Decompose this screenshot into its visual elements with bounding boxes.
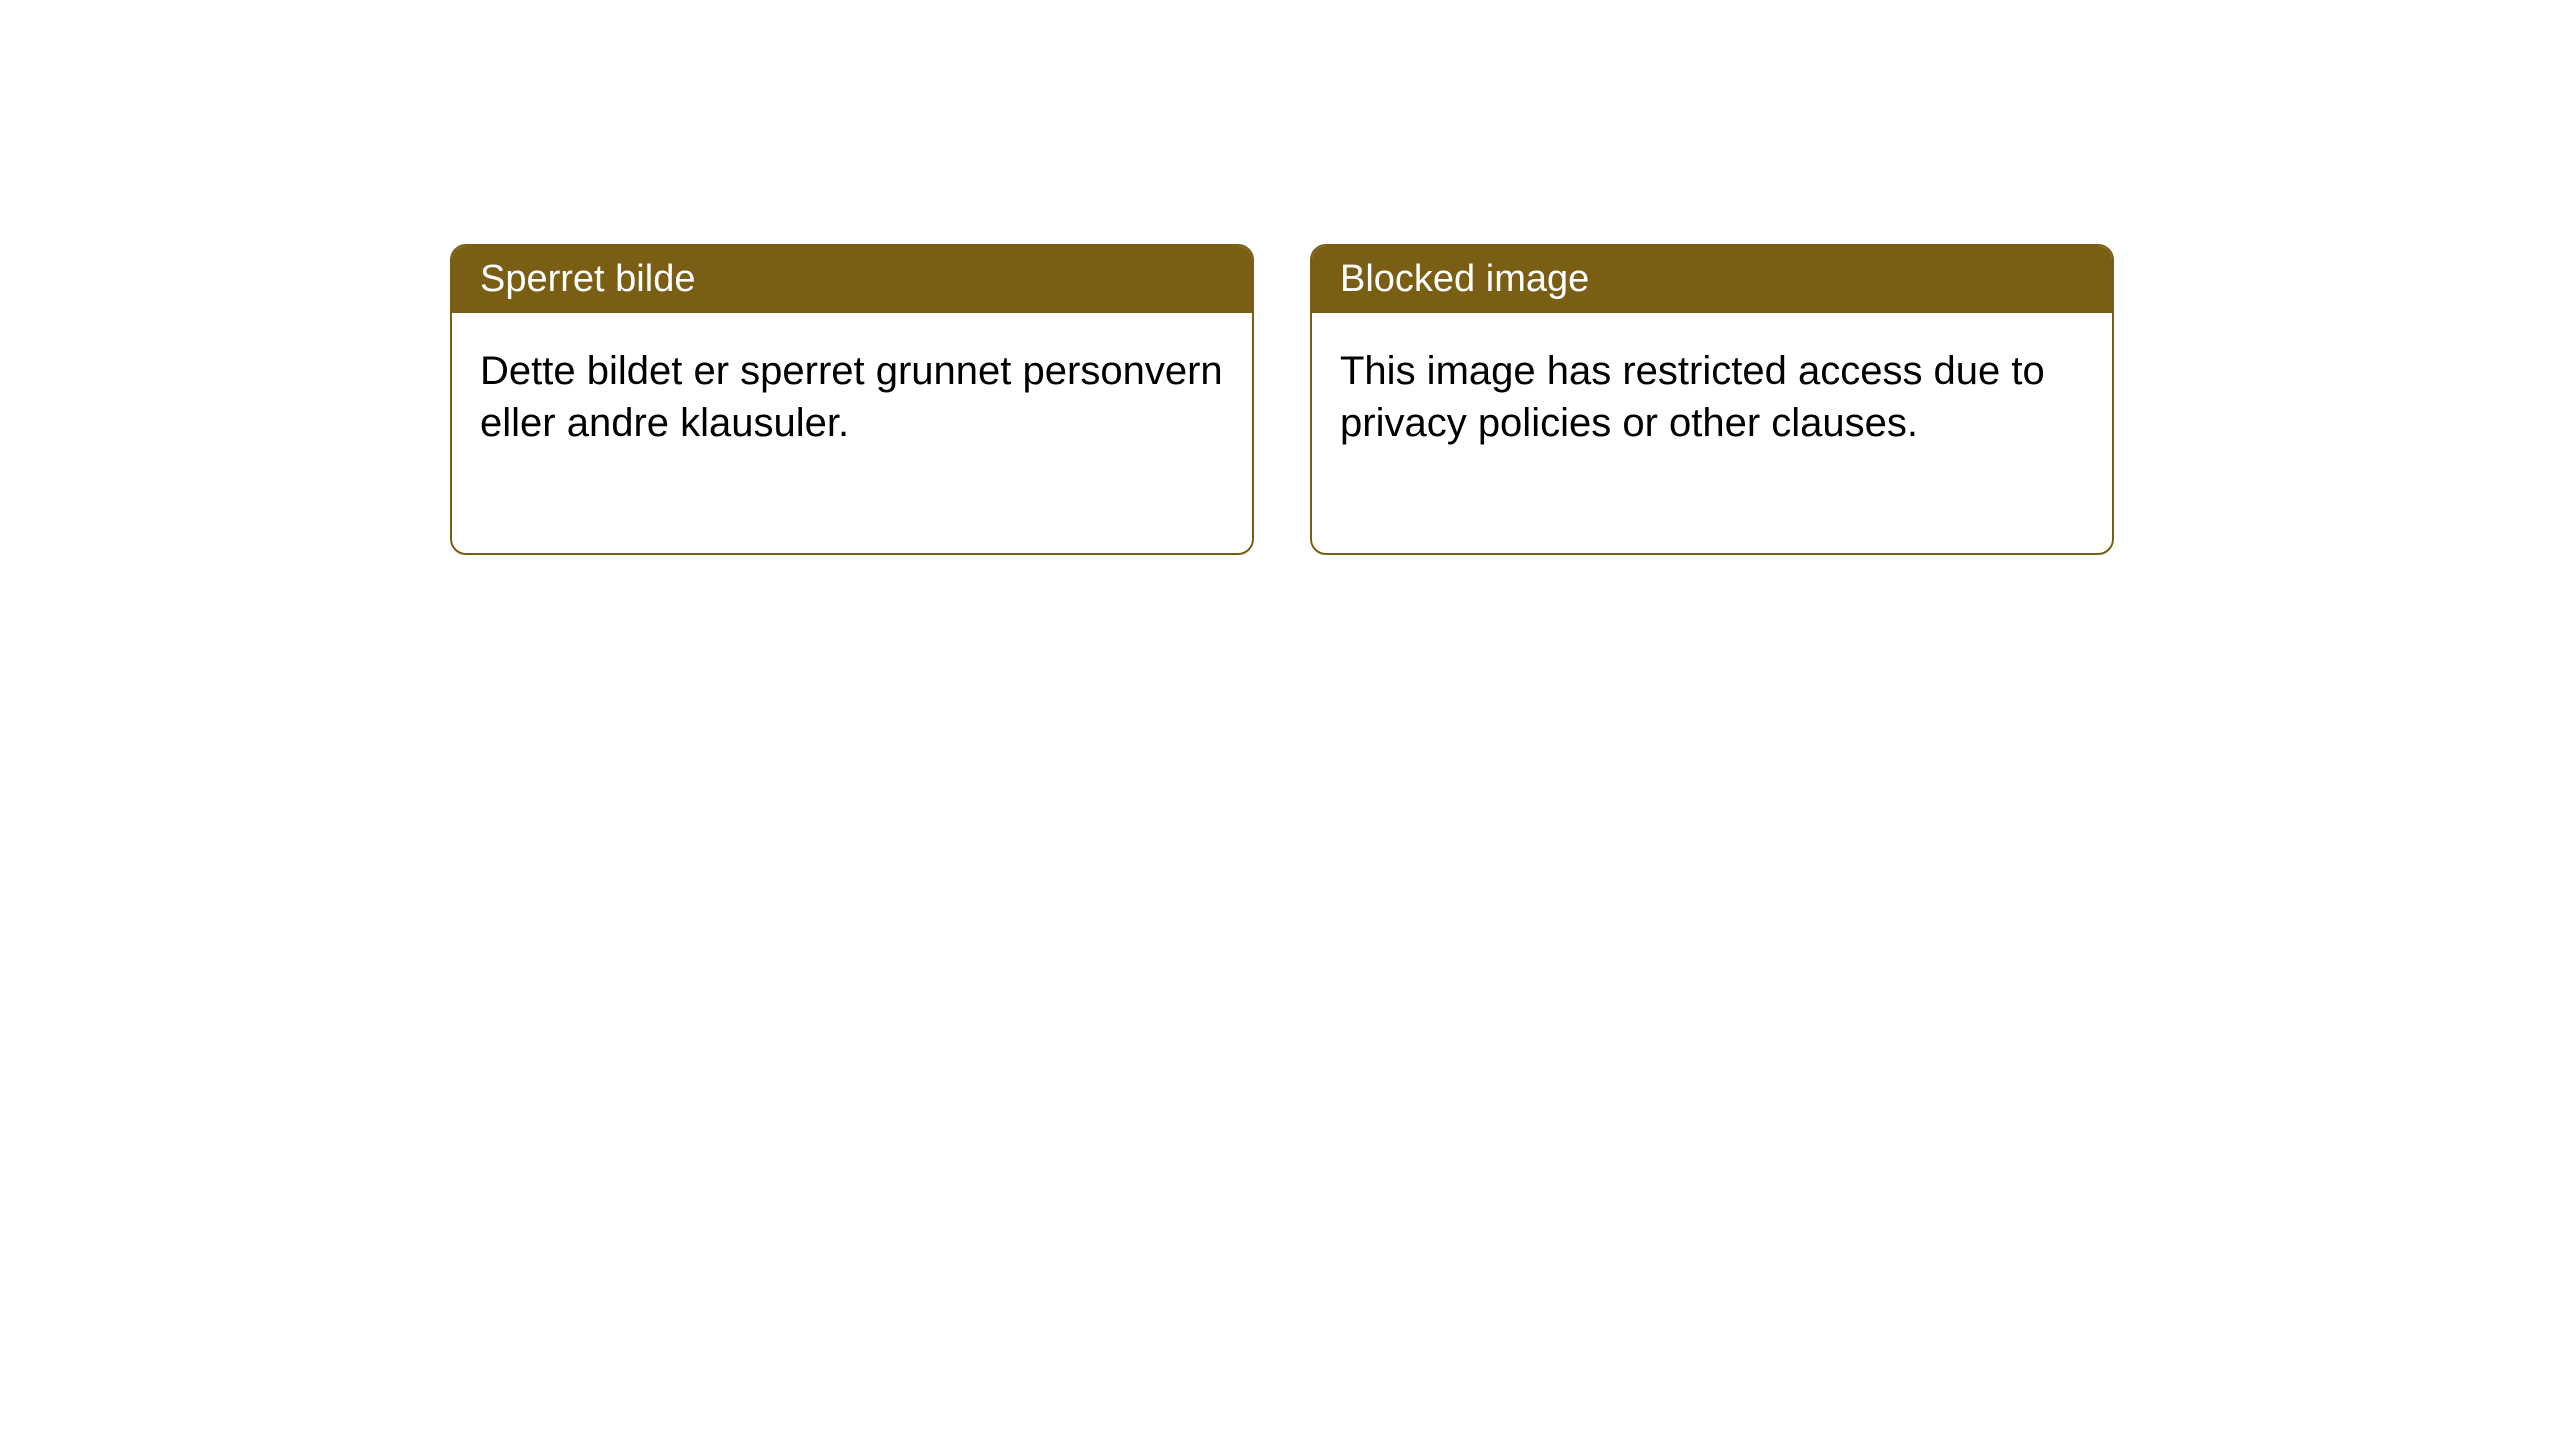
notice-container: Sperret bilde Dette bildet er sperret gr… [450, 244, 2114, 555]
notice-box-norwegian: Sperret bilde Dette bildet er sperret gr… [450, 244, 1254, 555]
notice-header-english: Blocked image [1312, 246, 2112, 313]
notice-box-english: Blocked image This image has restricted … [1310, 244, 2114, 555]
notice-body-english: This image has restricted access due to … [1312, 313, 2112, 553]
notice-body-norwegian: Dette bildet er sperret grunnet personve… [452, 313, 1252, 553]
notice-header-norwegian: Sperret bilde [452, 246, 1252, 313]
